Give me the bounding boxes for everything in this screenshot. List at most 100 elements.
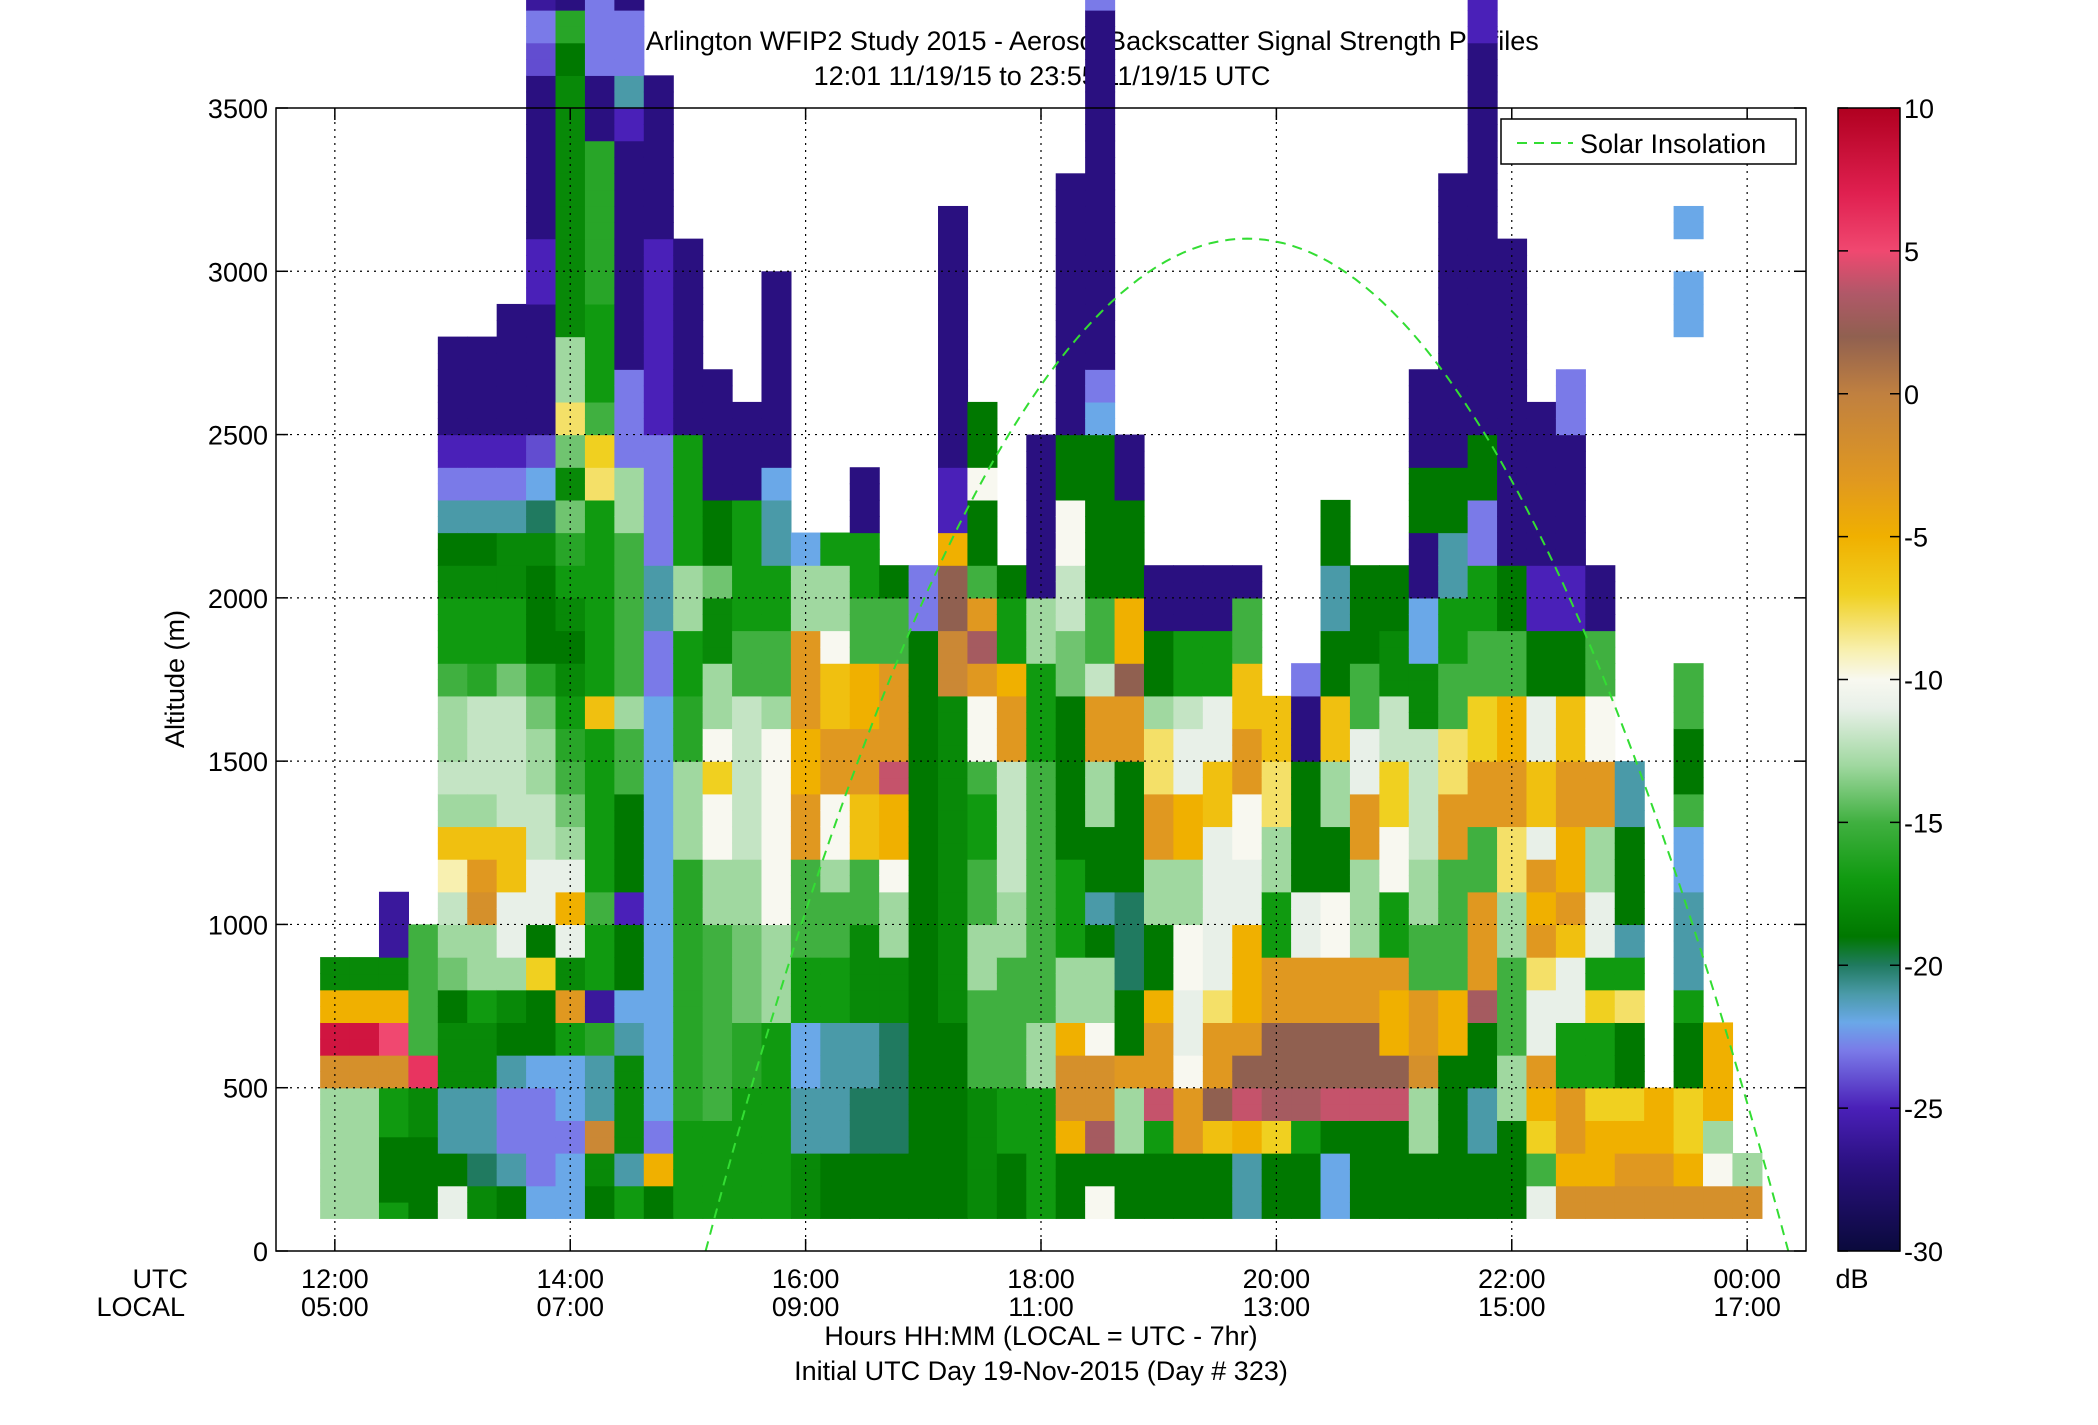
heatmap-cell [1497, 467, 1528, 485]
x-tick-label-local: 11:00 [1008, 1292, 1074, 1322]
heatmap-cell [1349, 924, 1380, 942]
heatmap-cell [879, 646, 910, 664]
heatmap-cell [643, 793, 674, 811]
heatmap-cell [761, 712, 792, 730]
heatmap-cell [584, 254, 615, 272]
heatmap-cell [849, 695, 880, 713]
heatmap-cell [1202, 989, 1233, 1007]
heatmap-cell [1114, 1120, 1145, 1138]
heatmap-cell [673, 630, 704, 648]
heatmap-cell [908, 565, 939, 583]
heatmap-cell [1114, 842, 1145, 860]
heatmap-cell [1585, 614, 1616, 632]
heatmap-cell [1143, 1087, 1174, 1105]
heatmap-cell [526, 1006, 557, 1023]
heatmap-cell [1202, 565, 1233, 583]
heatmap-cell [614, 0, 645, 11]
heatmap-cell [1055, 418, 1086, 436]
heatmap-cell [1085, 761, 1116, 779]
heatmap-cell [732, 1202, 763, 1219]
heatmap-cell [1673, 1120, 1704, 1138]
heatmap-cell [761, 450, 792, 468]
heatmap-cell [1320, 761, 1351, 779]
heatmap-cell [702, 1104, 733, 1121]
heatmap-cell [1349, 712, 1380, 730]
heatmap-cell [1555, 1153, 1586, 1170]
heatmap-cell [938, 369, 969, 387]
heatmap-cell [1173, 565, 1204, 583]
heatmap-cell [1497, 1022, 1528, 1040]
heatmap-cell [1261, 712, 1292, 730]
heatmap-cell [1055, 646, 1086, 664]
heatmap-cell [437, 1136, 468, 1154]
heatmap-cell [1408, 875, 1439, 893]
heatmap-cell [761, 614, 792, 632]
heatmap-cell [1467, 10, 1498, 27]
heatmap-cell [1349, 761, 1380, 779]
heatmap-cell [349, 989, 380, 1007]
heatmap-cell [1703, 1022, 1734, 1040]
heatmap-cell [673, 254, 704, 272]
heatmap-cell [1085, 91, 1116, 109]
heatmap-cell [496, 1055, 527, 1072]
heatmap-cell [1614, 777, 1645, 795]
heatmap-cell [643, 842, 674, 860]
heatmap-cell [496, 483, 527, 501]
heatmap-cell [555, 565, 586, 583]
heatmap-cell [614, 238, 645, 256]
heatmap-cell [1497, 581, 1528, 599]
heatmap-cell [1173, 875, 1204, 893]
heatmap-cell [1055, 369, 1086, 387]
heatmap-cell [820, 1006, 851, 1023]
heatmap-cell [1379, 695, 1410, 713]
heatmap-cell [378, 908, 409, 926]
heatmap-cell [1497, 1169, 1528, 1187]
heatmap-cell [761, 401, 792, 419]
heatmap-cell [1026, 630, 1057, 648]
heatmap-cell [732, 989, 763, 1007]
heatmap-cell [1143, 924, 1174, 942]
heatmap-cell [879, 1006, 910, 1023]
heatmap-cell [1555, 532, 1586, 550]
heatmap-cell [1408, 1120, 1439, 1138]
heatmap-cell [1408, 1136, 1439, 1154]
heatmap-cell [526, 940, 557, 958]
heatmap-cell [1114, 1071, 1145, 1089]
heatmap-cell [1673, 1038, 1704, 1056]
heatmap-cell [1055, 1153, 1086, 1170]
heatmap-cell [1026, 1071, 1057, 1089]
heatmap-cell [496, 777, 527, 795]
heatmap-cell [1379, 1136, 1410, 1154]
heatmap-cell [584, 1120, 615, 1138]
heatmap-cell [938, 989, 969, 1007]
heatmap-cell [643, 777, 674, 795]
heatmap-cell [643, 1153, 674, 1170]
heatmap-cell [320, 1022, 351, 1040]
heatmap-cell [555, 1055, 586, 1072]
heatmap-cell [702, 908, 733, 926]
heatmap-cell [967, 940, 998, 958]
heatmap-cell [1585, 1022, 1616, 1040]
heatmap-cell [849, 842, 880, 860]
heatmap-cell [761, 875, 792, 893]
heatmap-cell [1497, 1055, 1528, 1072]
heatmap-cell [1614, 1120, 1645, 1138]
heatmap-cell [1202, 973, 1233, 991]
heatmap-cell [1202, 793, 1233, 811]
heatmap-cell [1585, 1055, 1616, 1072]
heatmap-cell [643, 1022, 674, 1040]
heatmap-cell [555, 663, 586, 681]
heatmap-cell [1673, 875, 1704, 893]
heatmap-cell [879, 1071, 910, 1089]
heatmap-cell [526, 1022, 557, 1040]
heatmap-cell [1173, 614, 1204, 632]
x-tick-label-local: 13:00 [1243, 1292, 1311, 1322]
heatmap-cell [702, 1202, 733, 1219]
heatmap-cell [938, 957, 969, 975]
heatmap-cell [1526, 663, 1557, 681]
heatmap-cell [496, 679, 527, 697]
heatmap-cell [1379, 663, 1410, 681]
heatmap-cell [1555, 565, 1586, 583]
heatmap-cell [1055, 1104, 1086, 1121]
heatmap-cell [643, 924, 674, 942]
